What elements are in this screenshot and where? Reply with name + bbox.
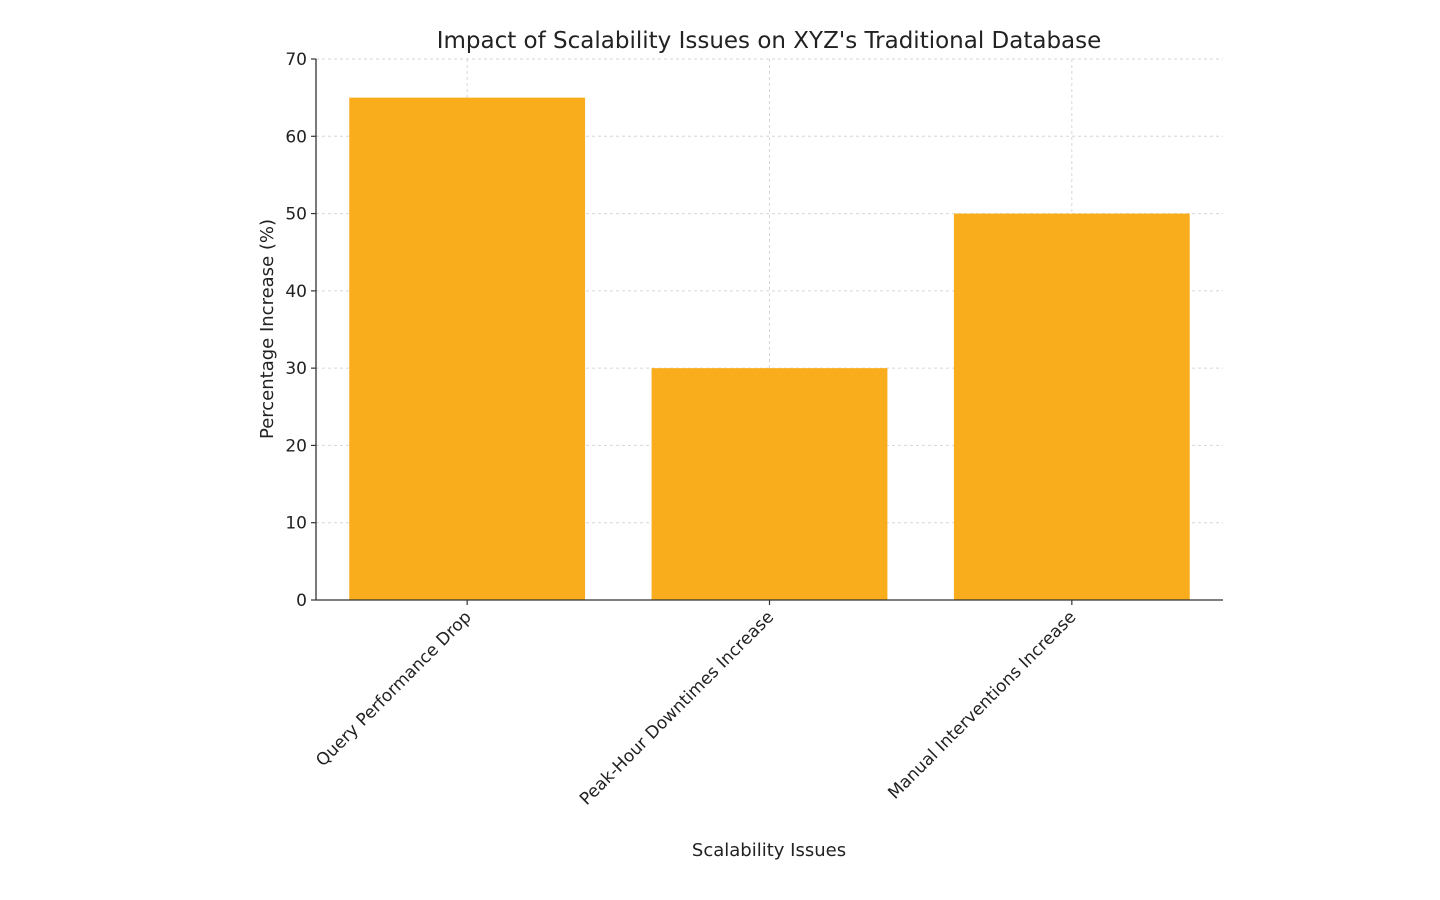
bar (953, 213, 1190, 601)
y-ticks: 0 10 20 30 40 50 60 70 (285, 50, 316, 611)
y-tick-label: 60 (285, 127, 307, 147)
x-tick-label: Peak-Hour Downtimes Increase (576, 607, 778, 809)
x-tick-label: Manual Interventions Increase (884, 607, 1080, 803)
x-tick-label: Query Performance Drop (312, 607, 475, 770)
y-tick-label: 50 (285, 205, 307, 225)
chart-title: Impact of Scalability Issues on XYZ's Tr… (437, 28, 1102, 54)
x-axis-title: Scalability Issues (692, 840, 846, 861)
bar (651, 368, 888, 600)
y-tick-label: 10 (285, 514, 307, 534)
y-tick-label: 0 (296, 591, 307, 611)
bar (349, 97, 586, 601)
bars (349, 97, 1190, 601)
y-tick-label: 40 (285, 282, 307, 302)
x-ticks: Query Performance Drop Peak-Hour Downtime… (312, 600, 1080, 809)
y-tick-label: 20 (285, 436, 307, 456)
y-axis-title: Percentage Increase (%) (257, 219, 278, 439)
y-tick-label: 30 (285, 359, 307, 379)
y-tick-label: 70 (285, 50, 307, 70)
